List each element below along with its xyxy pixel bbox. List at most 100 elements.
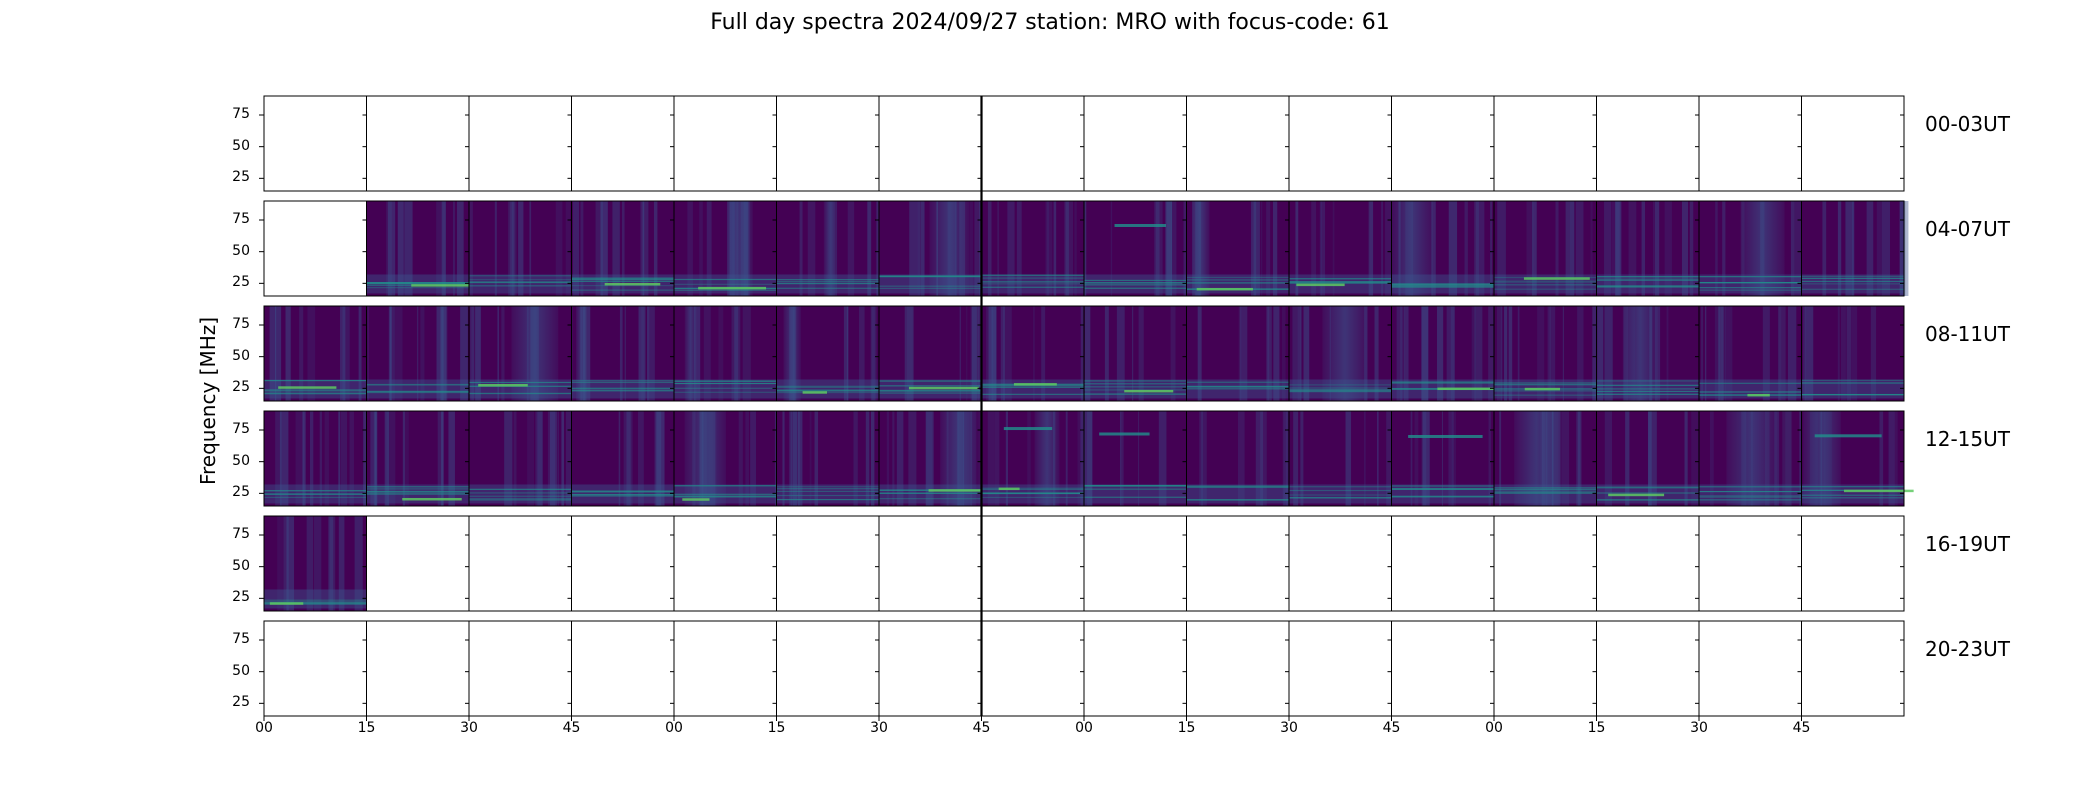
spectra-row-12-15UT bbox=[259, 410, 1914, 507]
spectrum-panel bbox=[673, 620, 777, 717]
spectrum-panel bbox=[1186, 200, 1290, 297]
spectrum-panel bbox=[1391, 410, 1495, 507]
x-tick-label: 00 bbox=[665, 720, 683, 736]
spectrum-panel bbox=[1493, 95, 1597, 192]
spectrum-panel bbox=[366, 95, 470, 192]
spectra-row-16-19UT bbox=[259, 515, 1905, 612]
spectrum-panel bbox=[981, 410, 1089, 507]
spectrum-panel bbox=[366, 410, 470, 507]
spectrum-panel bbox=[1288, 95, 1392, 192]
spectra-row-00-03UT bbox=[259, 95, 1905, 192]
spectrum-panel bbox=[571, 515, 675, 612]
y-tick-label: 25 bbox=[232, 274, 250, 291]
spectrum-panel bbox=[1698, 515, 1802, 612]
spectrum-panel bbox=[1391, 95, 1495, 192]
spectrum-panel bbox=[1288, 305, 1392, 402]
spectrum-panel bbox=[1391, 305, 1505, 402]
spectrum-panel bbox=[981, 515, 1085, 612]
spectrum-panel bbox=[1288, 620, 1392, 717]
x-tick-label: 30 bbox=[1690, 720, 1708, 736]
spectra-row-20-23UT bbox=[259, 620, 1905, 717]
spectrum-panel bbox=[366, 305, 470, 402]
row-label: 16-19UT bbox=[1925, 532, 2010, 556]
spectrum-panel bbox=[263, 200, 367, 297]
spectrum-panel bbox=[1801, 620, 1905, 717]
spectrum-panel bbox=[1288, 515, 1392, 612]
spectrum-panel bbox=[468, 200, 572, 297]
spectrum-panel bbox=[468, 410, 573, 507]
spectrum-panel bbox=[673, 515, 777, 612]
spectrum-panel bbox=[776, 620, 880, 717]
x-tick-label: 15 bbox=[1587, 720, 1606, 736]
spectrum-panel bbox=[1083, 620, 1187, 717]
spectrum-panel bbox=[1186, 95, 1290, 192]
spectrum-panel bbox=[981, 305, 1090, 402]
row-label: 08-11UT bbox=[1925, 322, 2010, 346]
spectrum-panel bbox=[878, 410, 988, 507]
spectrum-panel bbox=[366, 515, 470, 612]
x-tick-label: 15 bbox=[1177, 720, 1196, 736]
x-tick-label: 00 bbox=[1485, 720, 1503, 736]
spectrum-panel bbox=[1186, 305, 1290, 402]
x-tick-label: 00 bbox=[1075, 720, 1093, 736]
spectra-row-04-07UT bbox=[259, 200, 1909, 297]
spectrum-panel bbox=[468, 305, 572, 402]
spectrum-panel bbox=[571, 620, 675, 717]
x-tick-label: 30 bbox=[1280, 720, 1298, 736]
spectrum-panel bbox=[1801, 410, 1914, 507]
y-tick-label: 50 bbox=[232, 452, 250, 469]
y-tick-label: 25 bbox=[232, 484, 250, 501]
spectrum-panel bbox=[776, 95, 880, 192]
spectrum-panel bbox=[1186, 515, 1290, 612]
spectrum-panel bbox=[1596, 200, 1700, 297]
spectrum-panel bbox=[878, 515, 982, 612]
spectrum-panel bbox=[1083, 200, 1190, 297]
x-tick-label: 45 bbox=[1792, 720, 1811, 736]
spectrum-panel bbox=[366, 200, 474, 297]
spectrum-panel bbox=[1083, 410, 1187, 507]
spectrum-panel bbox=[1698, 410, 1803, 507]
spectrum-panel bbox=[878, 620, 982, 717]
spectrum-panel bbox=[878, 305, 988, 402]
spectrum-panel bbox=[776, 410, 880, 507]
spectrum-panel bbox=[1288, 410, 1392, 507]
y-tick-label: 75 bbox=[232, 421, 250, 437]
spectrum-panel bbox=[1596, 620, 1700, 717]
x-tick-label: 15 bbox=[767, 720, 786, 736]
spectrum-panel bbox=[1493, 410, 1597, 507]
spectrum-panel bbox=[263, 410, 371, 507]
spectrum-panel bbox=[1596, 95, 1700, 192]
spectrum-panel bbox=[468, 515, 572, 612]
spectrum-panel bbox=[1288, 200, 1393, 297]
x-tick-label: 45 bbox=[562, 720, 581, 736]
spectrum-panel bbox=[1596, 305, 1700, 402]
spectrum-panel bbox=[1493, 515, 1597, 612]
spectrum-panel bbox=[673, 410, 777, 507]
spectrum-panel bbox=[1698, 95, 1802, 192]
y-tick-label: 75 bbox=[232, 106, 250, 122]
spectrum-panel bbox=[1801, 200, 1909, 297]
spectrum-panel bbox=[366, 620, 470, 717]
row-label: 00-03UT bbox=[1925, 112, 2010, 136]
y-tick-label: 50 bbox=[232, 662, 250, 679]
row-label: 12-15UT bbox=[1925, 427, 2010, 451]
figure-title: Full day spectra 2024/09/27 station: MRO… bbox=[710, 10, 1390, 35]
spectrum-panel bbox=[1391, 620, 1495, 717]
row-label: 20-23UT bbox=[1925, 637, 2010, 661]
y-tick-label: 50 bbox=[232, 557, 250, 574]
spectrum-panel bbox=[571, 305, 675, 402]
y-tick-label: 75 bbox=[232, 631, 250, 647]
spectrum-panel bbox=[673, 200, 777, 297]
spectrum-panel bbox=[1391, 200, 1495, 297]
spectrum-panel bbox=[1596, 515, 1700, 612]
spectrum-panel bbox=[1801, 515, 1905, 612]
spectrum-panel bbox=[263, 305, 367, 402]
spectrum-panel bbox=[1493, 200, 1597, 297]
y-tick-label: 25 bbox=[232, 169, 250, 186]
x-tick-label: 30 bbox=[870, 720, 888, 736]
y-tick-label: 75 bbox=[232, 211, 250, 227]
spectrum-panel bbox=[1698, 620, 1802, 717]
spectrum-panel bbox=[1083, 95, 1187, 192]
